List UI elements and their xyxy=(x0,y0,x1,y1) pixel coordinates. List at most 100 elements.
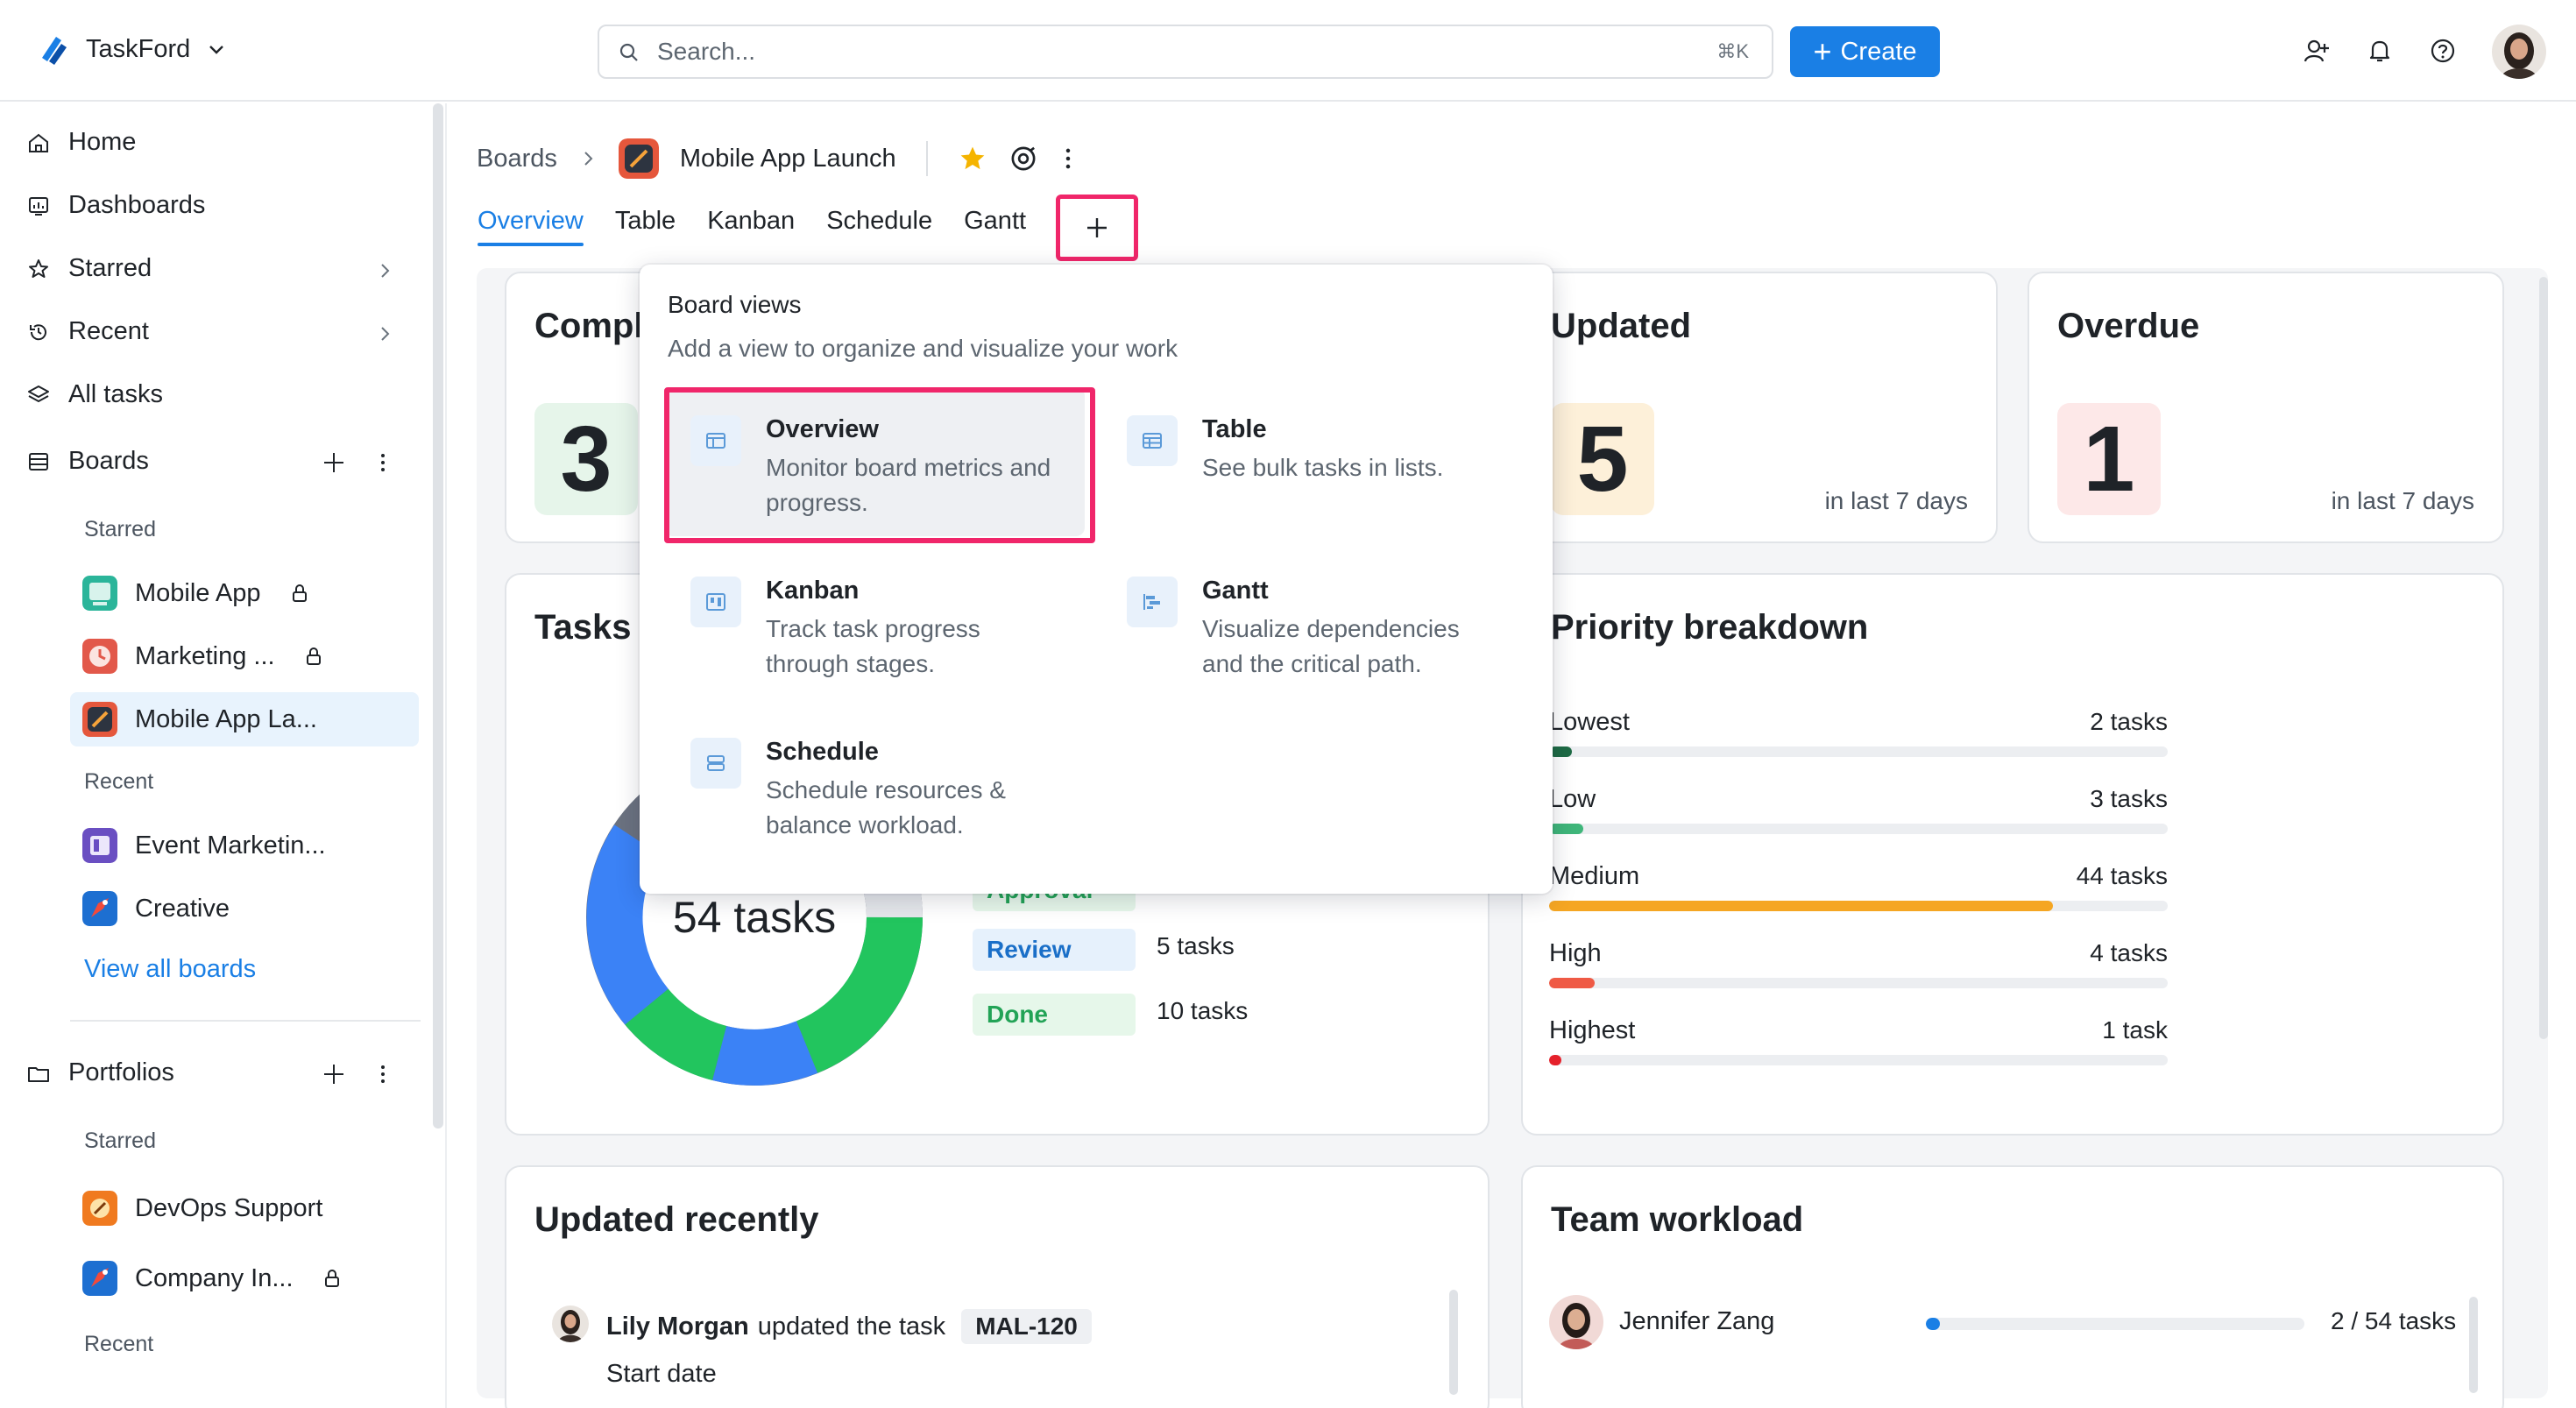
view-option-desc: Schedule resources & balance workload. xyxy=(766,776,1006,838)
team-workload-title: Team workload xyxy=(1551,1200,1804,1239)
status-count-done: 10 tasks xyxy=(1157,997,1249,1024)
create-button[interactable]: + Create xyxy=(1790,26,1940,77)
board-label: Marketing ... xyxy=(135,641,275,670)
sidebar-board-item[interactable]: Mobile App xyxy=(70,566,419,620)
sidebar-item-label: All tasks xyxy=(68,380,163,408)
updated-title: Updated xyxy=(1551,307,1691,345)
schedule-icon xyxy=(690,738,741,789)
board-title: Mobile App Launch xyxy=(679,144,896,173)
view-option-table[interactable]: Table See bulk tasks in lists. xyxy=(1100,387,1521,536)
more-icon[interactable] xyxy=(377,1061,389,1087)
view-option-gantt[interactable]: Gantt Visualize dependencies and the cri… xyxy=(1100,548,1521,697)
overdue-count: 1 xyxy=(2057,403,2161,515)
priority-card: Priority breakdown xyxy=(1521,573,2504,1136)
view-option-name: Schedule xyxy=(766,738,879,766)
sidebar-item-home[interactable]: Home xyxy=(26,128,136,157)
sidebar-board-item[interactable]: Mobile App La... xyxy=(70,692,419,746)
portfolio-label: Company In... xyxy=(135,1263,294,1292)
help-icon[interactable] xyxy=(2429,37,2457,65)
sidebar-board-item[interactable]: Event Marketin... xyxy=(70,818,419,873)
breadcrumb-divider xyxy=(925,141,928,176)
view-all-boards-link[interactable]: View all boards xyxy=(84,955,257,983)
workspace-switcher[interactable]: TaskFord xyxy=(35,32,227,67)
view-option-name: Overview xyxy=(766,415,879,443)
user-avatar[interactable] xyxy=(2492,25,2546,79)
sidebar-item-dashboards[interactable]: Dashboards xyxy=(26,191,205,220)
activity-user[interactable]: Lily Morgan xyxy=(606,1312,749,1341)
add-board-icon[interactable] xyxy=(321,449,347,476)
sidebar-item-all-tasks[interactable]: All tasks xyxy=(26,380,163,409)
board-label: Mobile App La... xyxy=(135,704,317,733)
watch-icon[interactable] xyxy=(1008,144,1038,173)
tab-overview[interactable]: Overview xyxy=(478,207,584,246)
view-option-kanban[interactable]: Kanban Track task progress through stage… xyxy=(664,548,1085,697)
priority-bar-track xyxy=(1549,746,2168,757)
bell-icon[interactable] xyxy=(2366,37,2394,65)
priority-count: 4 tasks xyxy=(2090,939,2168,966)
workload-scrollbar[interactable] xyxy=(2469,1297,2478,1393)
chevron-right-icon[interactable] xyxy=(375,324,394,343)
sidebar-portfolio-item[interactable]: Company In... xyxy=(70,1251,419,1305)
main-scrollbar[interactable] xyxy=(2539,277,2548,1039)
tab-schedule[interactable]: Schedule xyxy=(826,207,933,235)
team-workload-card: Team workload xyxy=(1521,1165,2504,1408)
completed-title: Compl xyxy=(534,307,644,345)
activity-scrollbar[interactable] xyxy=(1449,1290,1458,1395)
star-filled-icon[interactable] xyxy=(958,144,987,173)
sidebar-scrollbar[interactable] xyxy=(433,103,443,1129)
gantt-icon xyxy=(1127,577,1178,627)
more-icon[interactable] xyxy=(377,449,389,476)
workload-count: 2 / 54 tasks xyxy=(2331,1307,2457,1334)
priority-bar-fill xyxy=(1549,1055,1561,1065)
add-view-button[interactable] xyxy=(1056,195,1138,261)
sidebar xyxy=(0,103,445,1408)
task-key-badge[interactable]: MAL-120 xyxy=(961,1309,1092,1344)
priority-count: 2 tasks xyxy=(2090,708,2168,735)
search-input[interactable] xyxy=(657,33,1621,70)
folder-icon xyxy=(28,1066,49,1082)
chevron-right-icon[interactable] xyxy=(375,261,394,280)
more-icon[interactable] xyxy=(1059,144,1077,173)
donut-segment-done xyxy=(796,916,923,1073)
sidebar-board-item[interactable]: Marketing ... xyxy=(70,629,419,683)
overdue-period: in last 7 days xyxy=(2331,487,2474,514)
sidebar-item-recent[interactable]: Recent xyxy=(26,317,149,346)
layers-icon xyxy=(28,385,49,402)
priority-bar-track xyxy=(1549,978,2168,988)
sidebar-item-label: Starred xyxy=(68,254,152,282)
view-option-schedule[interactable]: Schedule Schedule resources & balance wo… xyxy=(664,710,1085,859)
plus-icon xyxy=(1087,218,1107,237)
view-option-name: Table xyxy=(1202,415,1267,443)
lock-icon xyxy=(324,1270,339,1287)
sidebar-portfolio-item[interactable]: DevOps Support xyxy=(70,1181,419,1235)
priority-bar-fill xyxy=(1549,824,1583,834)
tab-gantt[interactable]: Gantt xyxy=(964,207,1027,235)
workload-bar-fill xyxy=(1926,1318,1940,1330)
sidebar-section-portfolios[interactable]: Portfolios xyxy=(26,1058,174,1087)
sidebar-portfolios-label: Portfolios xyxy=(68,1058,174,1086)
donut-segment-approval xyxy=(625,987,727,1080)
donut-segment-review xyxy=(712,1021,818,1086)
board-thumbnail-icon xyxy=(82,702,117,737)
activity-entry: Lily Morgan updated the task MAL-120 xyxy=(606,1309,1092,1344)
sidebar-section-boards[interactable]: Boards xyxy=(26,447,149,476)
tab-kanban[interactable]: Kanban xyxy=(707,207,796,235)
priority-label: High xyxy=(1549,939,1602,967)
view-tabs: Overview Table Kanban Schedule Gantt xyxy=(478,207,1026,246)
view-option-overview[interactable]: Overview Monitor board metrics and progr… xyxy=(664,387,1085,536)
portfolio-thumbnail-icon xyxy=(82,1191,117,1226)
updated-card: Updated 5 in last 7 days xyxy=(1521,272,1998,543)
priority-count: 1 task xyxy=(2102,1016,2168,1044)
chevron-right-icon xyxy=(584,152,593,166)
breadcrumb-boards-link[interactable]: Boards xyxy=(477,144,557,173)
portfolio-thumbnail-icon xyxy=(82,1261,117,1296)
breadcrumb: Boards Mobile App Launch xyxy=(477,138,1077,179)
lock-icon xyxy=(292,584,307,602)
sidebar-item-starred[interactable]: Starred xyxy=(26,254,152,283)
tab-table[interactable]: Table xyxy=(614,207,676,235)
sidebar-board-item[interactable]: Creative xyxy=(70,881,419,936)
board-views-subtitle: Add a view to organize and visualize you… xyxy=(668,335,1178,362)
invite-user-icon[interactable] xyxy=(2303,37,2331,65)
activity-action: updated the task xyxy=(757,1312,946,1341)
add-portfolio-icon[interactable] xyxy=(321,1061,347,1087)
